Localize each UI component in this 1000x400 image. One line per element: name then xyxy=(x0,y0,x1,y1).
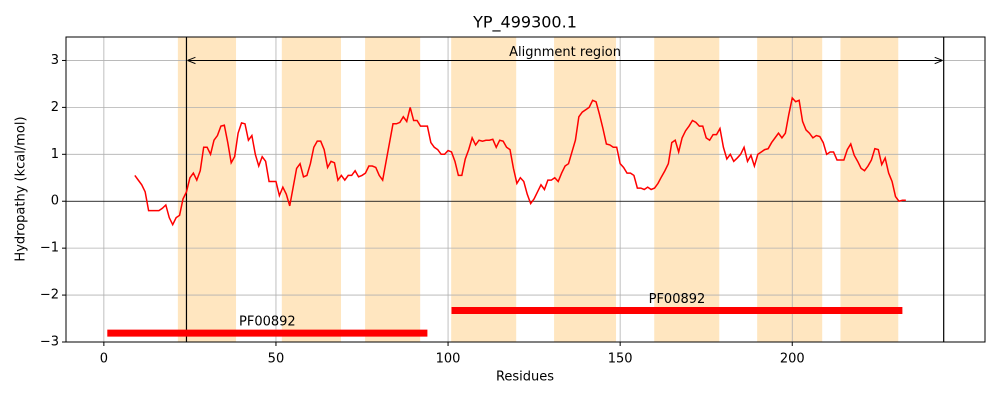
y-axis-label: Hydropathy (kcal/mol) xyxy=(14,116,29,261)
x-tick-label: 0 xyxy=(100,352,108,367)
y-tick-label: 0 xyxy=(51,194,59,209)
x-tick-label: 100 xyxy=(436,352,461,367)
y-tick-label: −1 xyxy=(40,241,59,256)
chart-title: YP_499300.1 xyxy=(472,13,577,33)
domain-label: PF00892 xyxy=(649,292,706,307)
y-tick-label: 3 xyxy=(51,53,59,68)
shaded-region xyxy=(757,37,823,342)
hydropathy-line xyxy=(134,96,906,227)
y-tick-label: −3 xyxy=(40,335,59,350)
y-tick-label: −2 xyxy=(40,288,59,303)
x-axis-label: Residues xyxy=(496,370,554,385)
shaded-region xyxy=(451,37,517,342)
annotation-label: Alignment region xyxy=(509,45,621,60)
x-tick-label: 50 xyxy=(268,352,285,367)
y-tick-label: 1 xyxy=(51,147,59,162)
domain-label: PF00892 xyxy=(239,315,296,330)
shaded-region xyxy=(840,37,899,342)
y-tick-label: 2 xyxy=(51,100,59,115)
x-tick-label: 200 xyxy=(780,352,805,367)
shaded-region xyxy=(281,37,342,342)
shaded-region xyxy=(654,37,720,342)
shaded-region xyxy=(365,37,421,342)
shaded-region xyxy=(554,37,617,342)
x-tick-label: 150 xyxy=(608,352,633,367)
plot-frame xyxy=(65,36,986,343)
